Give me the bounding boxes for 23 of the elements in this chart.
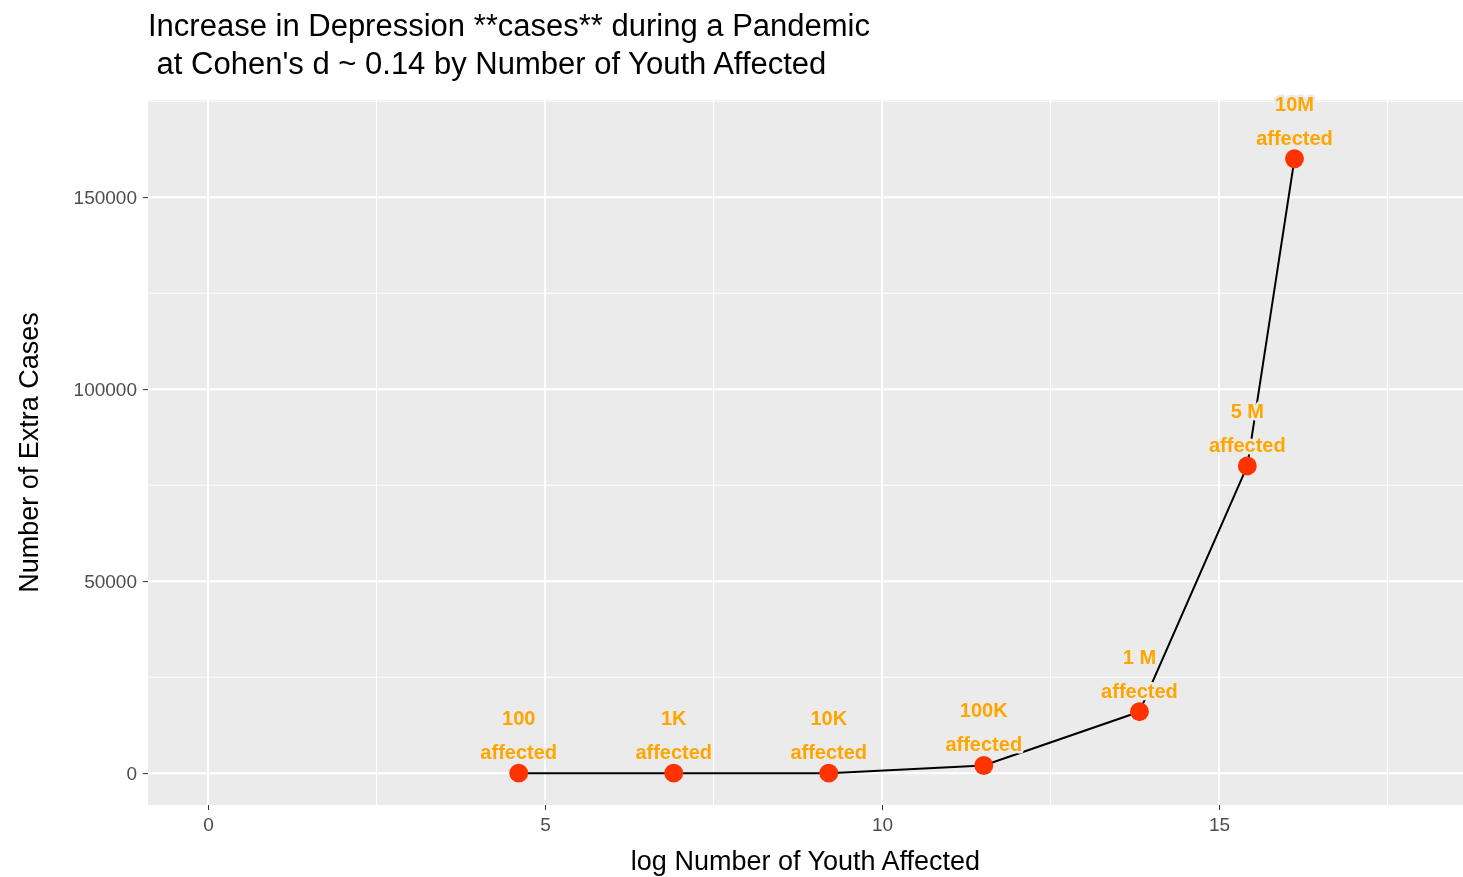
- annotation: 100 affected: [480, 707, 558, 764]
- x-tick-label: 5: [540, 814, 551, 836]
- x-tick-label: 15: [1208, 814, 1231, 836]
- annotation: 1K affected: [635, 707, 713, 764]
- annotation: 10M affected: [1256, 92, 1333, 149]
- y-tick-label: 100000: [73, 378, 137, 400]
- point: [1130, 702, 1149, 722]
- y-tick-label: 0: [126, 762, 137, 784]
- annotation: 100K affected: [945, 699, 1023, 756]
- x-tick-label: 0: [203, 814, 214, 836]
- point: [819, 763, 839, 783]
- chart-title: Increase in Depression **cases** during a Pandemic at Cohen's d ~ 0.14 by Number of Youth Affected: [148, 8, 871, 81]
- x-tick-label: 10: [871, 814, 894, 836]
- x-axis-title: log Number of Youth Affected: [630, 846, 981, 876]
- y-tick-label: 50000: [84, 570, 137, 592]
- y-tick-label: 150000: [73, 186, 137, 208]
- point: [509, 763, 529, 783]
- y-axis-title: Number of Extra Cases: [14, 312, 44, 593]
- point: [974, 756, 994, 775]
- annotation: 10K affected: [790, 707, 868, 764]
- point: [1285, 149, 1304, 169]
- point: [1237, 456, 1257, 476]
- point: [664, 763, 684, 783]
